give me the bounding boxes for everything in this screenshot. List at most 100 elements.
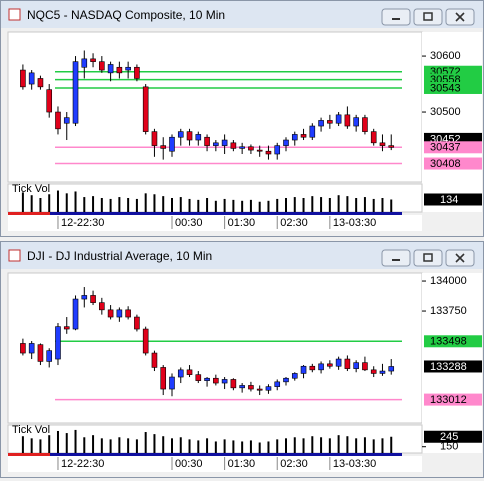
level-box: [424, 81, 482, 94]
level-box: [424, 141, 482, 154]
level-label: 133288: [430, 361, 467, 373]
candle-body: [55, 326, 61, 360]
window-icon: [8, 8, 21, 21]
time-axis: [8, 215, 422, 231]
candle-body: [169, 376, 175, 390]
candle-body: [134, 316, 140, 330]
minimize-button[interactable]: [381, 249, 411, 267]
candle-body: [265, 150, 272, 155]
window-icon: [8, 249, 21, 262]
candle-body: [28, 343, 35, 354]
candle-body: [353, 117, 359, 127]
x-tick-label: 02:30: [280, 458, 308, 470]
x-tick-label: 12-22:30: [61, 217, 104, 229]
candle-body: [125, 309, 131, 318]
candle-body: [318, 363, 324, 371]
candle-body: [291, 134, 298, 141]
candle-body: [309, 125, 316, 138]
candle-body: [256, 149, 263, 152]
candle-body: [300, 365, 307, 374]
candle-body: [370, 369, 377, 374]
restore-icon: [423, 253, 433, 262]
candle-body: [265, 386, 272, 391]
candle-body: [344, 114, 351, 127]
session-strip: [50, 453, 402, 456]
candle-body: [20, 69, 26, 88]
candle-body: [46, 350, 53, 362]
candle-body: [283, 139, 289, 146]
minimize-button[interactable]: [381, 8, 411, 26]
restore-button[interactable]: [413, 8, 443, 26]
candle-body: [81, 295, 88, 300]
candle-body: [160, 145, 167, 149]
candle-body: [151, 352, 158, 368]
candle-body: [63, 326, 70, 330]
candle-body: [72, 61, 79, 124]
window-title: NQC5 - NASDAQ Composite, 10 Min: [27, 8, 225, 22]
candle-body: [379, 142, 386, 146]
x-tick-label: 12-22:30: [61, 458, 104, 470]
candle-body: [388, 366, 395, 372]
candle-body: [291, 373, 298, 379]
candle-body: [107, 64, 114, 74]
x-tick-label: 13-03:30: [333, 217, 376, 229]
candle-body: [274, 381, 281, 387]
candle-body: [46, 89, 53, 113]
candle-body: [230, 142, 237, 149]
close-icon: [455, 253, 465, 263]
candle-body: [362, 117, 368, 132]
candle-body: [283, 377, 289, 383]
candle-body: [362, 362, 368, 371]
candle-body: [186, 369, 193, 375]
minimize-icon: [392, 18, 400, 20]
window-title: DJI - DJ Industrial Average, 10 Min: [27, 249, 212, 263]
candle-body: [370, 131, 377, 144]
candle-body: [37, 344, 44, 362]
y-tick-label: 133750: [430, 305, 467, 317]
candle-body: [239, 146, 245, 149]
candle-body: [230, 379, 237, 389]
volume-box: [424, 193, 482, 206]
candle-body: [186, 131, 193, 141]
candle-body: [90, 58, 96, 62]
candle-body: [221, 379, 228, 384]
candle-body: [344, 358, 351, 369]
volume-title: Tick Vol: [12, 424, 50, 436]
x-tick-label: 01:30: [228, 217, 256, 229]
candle-body: [248, 146, 254, 151]
x-tick-label: 00:30: [175, 217, 203, 229]
level-label: 133498: [430, 336, 467, 348]
candle-body: [151, 131, 158, 146]
candle-body: [177, 369, 184, 378]
level-label: 30437: [430, 142, 461, 154]
candle-body: [300, 134, 307, 138]
candle-body: [107, 309, 114, 318]
candle-body: [335, 114, 342, 124]
candle-body: [195, 374, 202, 381]
candle-body: [55, 111, 61, 130]
candle-body: [63, 117, 70, 124]
price-axis: [422, 32, 482, 212]
candle-body: [99, 61, 105, 71]
volume-tick-label: 150: [440, 441, 458, 453]
candle-body: [353, 362, 359, 369]
candle-body: [134, 66, 140, 79]
candle-body: [274, 145, 281, 155]
candle-body: [256, 388, 263, 391]
candle-body: [388, 145, 395, 148]
candle-body: [221, 139, 228, 146]
restore-button[interactable]: [413, 249, 443, 267]
candle-body: [116, 66, 123, 74]
x-tick-label: 01:30: [228, 458, 256, 470]
candle-body: [204, 377, 210, 381]
candle-body: [90, 295, 96, 303]
candle-body: [239, 385, 245, 389]
candle-body: [142, 86, 149, 132]
x-tick-label: 00:30: [175, 458, 203, 470]
y-tick-label: 30500: [430, 106, 461, 118]
candle-body: [213, 142, 219, 146]
x-tick-label: 02:30: [280, 217, 308, 229]
plot-area: [7, 31, 423, 183]
level-box: [424, 393, 482, 406]
